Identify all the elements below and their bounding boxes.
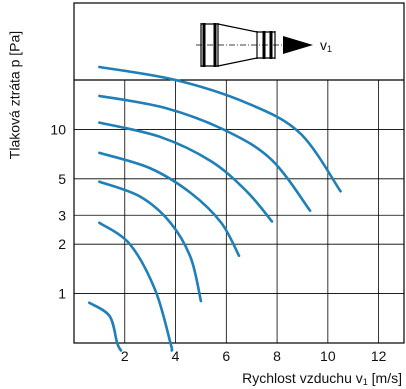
y-tick-labels: 1 2 3 5 10 xyxy=(50,121,66,301)
x-tick-label: 2 xyxy=(121,348,129,364)
curve-1 xyxy=(87,301,123,352)
x-tick-label: 8 xyxy=(273,348,281,364)
y-tick-label: 10 xyxy=(50,121,66,137)
x-tick-label: 12 xyxy=(371,348,387,364)
x-tick-label: 10 xyxy=(320,348,336,364)
curve-6 xyxy=(98,94,312,212)
curve-7 xyxy=(98,65,342,193)
curves xyxy=(87,65,342,352)
y-axis-title: Tlaková ztráta p [Pa] xyxy=(7,31,23,159)
plot-frame xyxy=(73,2,405,344)
y-tick-label: 3 xyxy=(58,207,66,223)
y-tick-label: 2 xyxy=(58,236,66,252)
curve-3 xyxy=(98,180,203,303)
duct-diagram xyxy=(196,23,283,67)
x-axis-title: Rychlost vzduchu v1 [m/s] xyxy=(242,370,402,387)
y-tick-label: 5 xyxy=(58,171,66,187)
curve-2 xyxy=(98,221,174,352)
y-tick-label: 1 xyxy=(58,286,66,302)
x-tick-label: 4 xyxy=(172,348,180,364)
x-tick-labels: 2 4 6 8 10 12 xyxy=(121,348,387,364)
x-tick-label: 6 xyxy=(222,348,230,364)
flow-label: v1 xyxy=(320,37,332,54)
flow-arrow-icon xyxy=(283,36,313,54)
curve-4 xyxy=(98,151,241,258)
curve-5 xyxy=(98,121,274,223)
